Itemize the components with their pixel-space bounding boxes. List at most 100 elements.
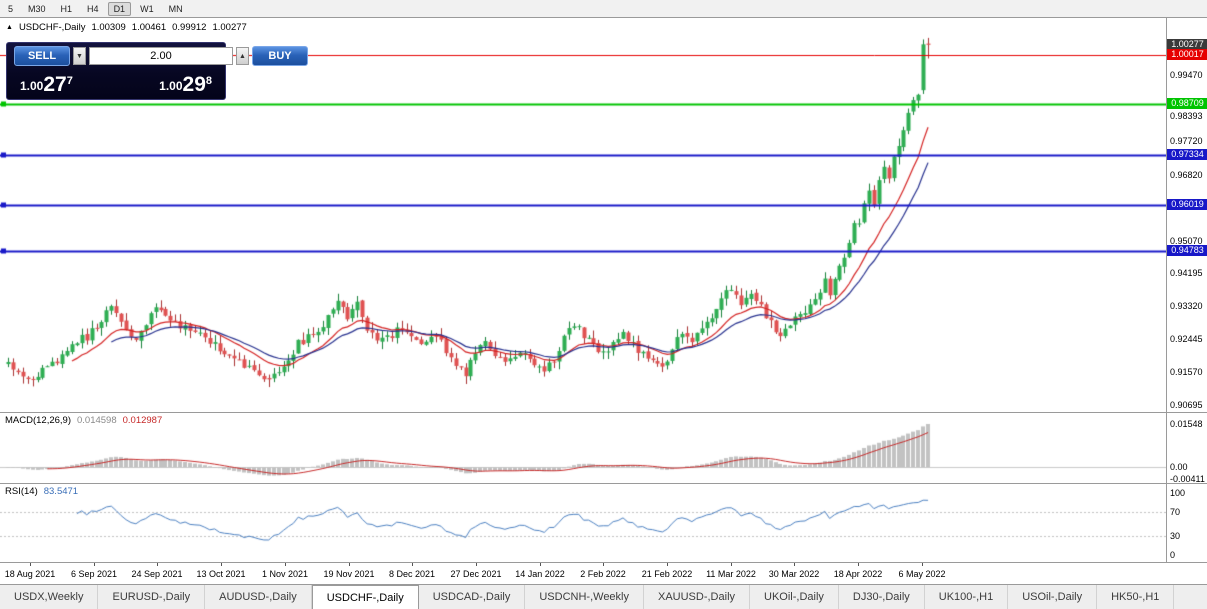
time-axis-label: 21 Feb 2022	[641, 569, 693, 579]
chart-tab[interactable]: USOil-,Daily	[1008, 585, 1098, 609]
chart-tab[interactable]: DJ30-,Daily	[838, 585, 925, 609]
macd-axis-label: -0.00411	[1170, 474, 1205, 484]
time-axis-tick	[30, 563, 31, 566]
last-price-marker: 1.00277	[1167, 39, 1207, 50]
buy-button[interactable]: BUY	[252, 46, 308, 66]
bid-main-digits: 1.00	[20, 79, 44, 93]
time-axis-label: 14 Jan 2022	[515, 569, 565, 579]
time-axis-tick	[922, 563, 923, 566]
time-axis-label: 19 Nov 2021	[323, 569, 375, 579]
chart-tab[interactable]: XAUUSD-,Daily	[644, 585, 751, 609]
volume-increase-button[interactable]: ▲	[236, 47, 249, 65]
rsi-axis-label: 70	[1170, 507, 1181, 517]
rsi-plot[interactable]: RSI(14) 83.5471	[0, 484, 1166, 562]
chart-tab[interactable]: HK50-,H1	[1097, 585, 1175, 609]
time-axis-tick	[349, 563, 350, 566]
price-axis-tick-label: 0.92445	[1170, 334, 1203, 344]
rsi-axis-label: 100	[1170, 488, 1186, 498]
chart-tab[interactable]: USDCHF-,Daily	[311, 585, 419, 609]
macd-signal-value: 0.012987	[122, 415, 163, 426]
hline-price-label: 1.00017	[1167, 49, 1207, 60]
rsi-chart-canvas[interactable]	[0, 484, 1166, 562]
quote-row: 1.00 27 7 1.00 29 8	[14, 74, 218, 96]
time-axis-tick	[858, 563, 859, 566]
period-button-m30[interactable]: M30	[28, 3, 46, 14]
period-button-h1[interactable]: H1	[60, 3, 73, 14]
chart-symbol-label: USDCHF-,Daily	[18, 22, 86, 33]
time-axis-label: 18 Apr 2022	[833, 569, 883, 579]
sell-button[interactable]: SELL	[14, 46, 70, 66]
time-axis-label: 2 Feb 2022	[580, 569, 626, 579]
ohlc-high-value: 1.00461	[131, 22, 167, 33]
rsi-panel: RSI(14) 83.5471 100 70 30 0	[0, 483, 1207, 562]
chart-tab-bar: USDX,Weekly EURUSD-,Daily AUDUSD-,Daily USD…	[0, 584, 1207, 609]
period-button-w1[interactable]: W1	[140, 3, 154, 14]
ask-price: 1.00 29 8	[159, 74, 212, 96]
trade-controls-row: SELL ▼ ▲ BUY	[14, 46, 308, 66]
macd-axis-label: 0.00	[1170, 462, 1188, 472]
rsi-axis[interactable]: 100 70 30 0	[1166, 484, 1207, 562]
time-axis-tick	[94, 563, 95, 566]
period-button-mn[interactable]: MN	[168, 3, 183, 14]
rsi-value: 83.5471	[43, 486, 79, 497]
price-axis-tick-label: 0.99470	[1170, 70, 1203, 80]
time-axis[interactable]: 18 Aug 2021 6 Sep 2021 24 Sep 2021 13 Oct 2…	[0, 562, 1207, 584]
one-click-collapse-icon[interactable]: ▲	[6, 24, 13, 31]
time-axis-tick	[221, 563, 222, 566]
main-chart-plot[interactable]: ▲ USDCHF-,Daily 1.00309 1.00461 0.99912 …	[0, 18, 1166, 412]
time-axis-label: 18 Aug 2021	[4, 569, 56, 579]
time-axis-label: 8 Dec 2021	[388, 569, 436, 579]
time-axis-tick	[731, 563, 732, 566]
rsi-axis-label: 0	[1170, 550, 1176, 560]
price-axis[interactable]: 0.99470 0.98393 0.97720 0.96820 0.95070 0.941…	[1166, 18, 1207, 412]
hline-price-label: 0.98709	[1167, 98, 1207, 109]
ask-pip-digits: 29	[182, 73, 206, 96]
macd-indicator-label: MACD(12,26,9) 0.014598 0.012987	[5, 415, 162, 426]
time-axis-label: 6 May 2022	[898, 569, 946, 579]
chart-tab[interactable]: UK100-,H1	[924, 585, 1009, 609]
bid-price: 1.00 27 7	[20, 74, 73, 96]
price-axis-tick-label: 0.95070	[1170, 236, 1203, 246]
chart-tab[interactable]: AUDUSD-,Daily	[205, 585, 312, 609]
chart-tab[interactable]: USDCNH-,Weekly	[525, 585, 644, 609]
time-axis-label: 13 Oct 2021	[196, 569, 246, 579]
macd-panel: MACD(12,26,9) 0.014598 0.012987 0.01548 0…	[0, 412, 1207, 484]
time-axis-label: 1 Nov 2021	[261, 569, 309, 579]
time-axis-tick	[285, 563, 286, 566]
time-axis-tick	[667, 563, 668, 566]
volume-decrease-button[interactable]: ▼	[73, 47, 86, 65]
one-click-trading-panel: SELL ▼ ▲ BUY 1.00 27 7 1.00 29 8	[6, 42, 308, 100]
time-axis-label: 30 Mar 2022	[768, 569, 820, 579]
bid-pip-digits: 27	[43, 73, 67, 96]
macd-plot[interactable]: MACD(12,26,9) 0.014598 0.012987	[0, 413, 1166, 483]
price-axis-tick-label: 0.94195	[1170, 268, 1203, 278]
chart-tab[interactable]: UKOil-,Daily	[750, 585, 839, 609]
price-axis-tick-label: 0.93320	[1170, 301, 1203, 311]
time-axis-label: 27 Dec 2021	[450, 569, 502, 579]
macd-name: MACD(12,26,9)	[5, 415, 71, 426]
price-axis-tick-label: 0.97720	[1170, 136, 1203, 146]
price-axis-tick-label: 0.91570	[1170, 367, 1203, 377]
ask-main-digits: 1.00	[159, 79, 183, 93]
period-button-5[interactable]: 5	[8, 3, 14, 14]
time-axis-tick	[412, 563, 413, 566]
chart-tab[interactable]: EURUSD-,Daily	[98, 585, 206, 609]
hline-price-label: 0.96019	[1167, 199, 1207, 210]
time-axis-label: 6 Sep 2021	[70, 569, 118, 579]
volume-input[interactable]	[89, 47, 233, 65]
macd-axis[interactable]: 0.01548 0.00 -0.00411	[1166, 413, 1207, 484]
ohlc-close-value: 1.00277	[212, 22, 247, 33]
period-button-d1[interactable]: D1	[107, 1, 132, 16]
rsi-indicator-label: RSI(14) 83.5471	[5, 486, 78, 497]
chart-tab[interactable]: USDX,Weekly	[0, 585, 99, 609]
spinner-up-icon: ▲	[239, 52, 246, 60]
macd-main-value: 0.014598	[77, 415, 117, 426]
time-axis-tick	[157, 563, 158, 566]
macd-chart-canvas[interactable]	[0, 413, 1166, 483]
time-axis-tick	[603, 563, 604, 566]
ask-fraction-digit: 8	[205, 75, 212, 87]
period-button-h4[interactable]: H4	[87, 3, 99, 14]
chart-tab[interactable]: USDCAD-,Daily	[418, 585, 526, 609]
spinner-down-icon: ▼	[76, 52, 83, 60]
